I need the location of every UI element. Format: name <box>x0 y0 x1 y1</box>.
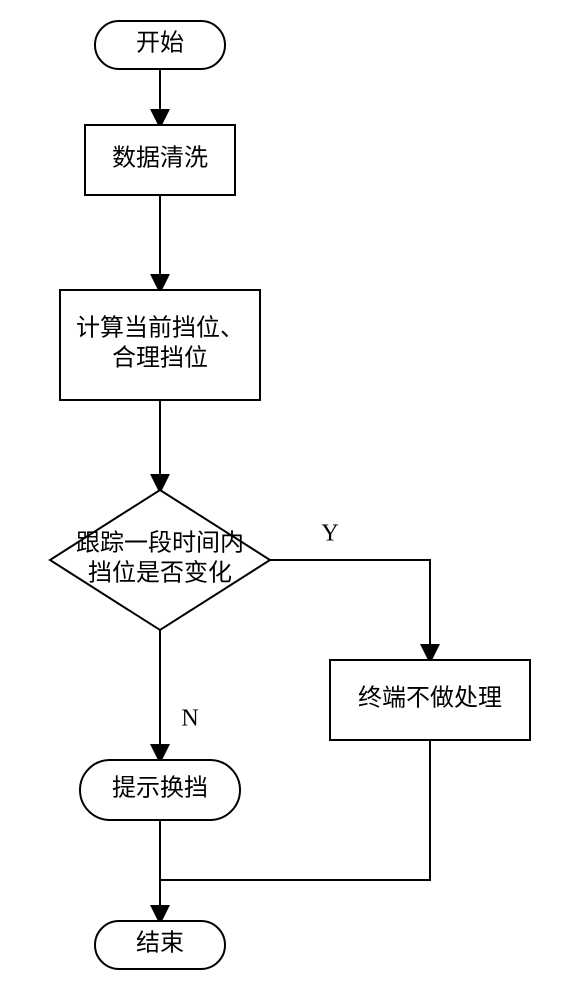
node-label-calc-line1: 合理挡位 <box>112 345 208 372</box>
node-label-prompt: 提示换挡 <box>112 775 208 802</box>
node-start: 开始 <box>95 21 225 69</box>
node-label-start: 开始 <box>136 30 184 57</box>
node-end: 结束 <box>95 921 225 969</box>
node-clean: 数据清洗 <box>85 125 235 195</box>
node-label-calc-line0: 计算当前挡位、 <box>76 315 244 342</box>
node-calc: 计算当前挡位、合理挡位 <box>60 290 260 400</box>
node-noop: 终端不做处理 <box>330 660 530 740</box>
node-label-decision-line0: 跟踪一段时间内 <box>76 530 244 557</box>
node-decision: 跟踪一段时间内挡位是否变化 <box>50 490 270 630</box>
flowchart-canvas: NY开始数据清洗计算当前挡位、合理挡位跟踪一段时间内挡位是否变化终端不做处理提示… <box>0 0 583 1000</box>
node-label-end: 结束 <box>136 930 184 957</box>
edge-label-N: N <box>181 706 198 732</box>
edge-label-Y: Y <box>321 521 338 547</box>
nodes-group: 开始数据清洗计算当前挡位、合理挡位跟踪一段时间内挡位是否变化终端不做处理提示换挡… <box>50 21 530 969</box>
node-label-decision-line1: 挡位是否变化 <box>88 560 232 587</box>
node-label-noop: 终端不做处理 <box>358 685 502 712</box>
node-prompt: 提示换挡 <box>80 760 240 820</box>
edge-decision-noop <box>270 560 430 660</box>
node-label-clean: 数据清洗 <box>112 145 208 172</box>
